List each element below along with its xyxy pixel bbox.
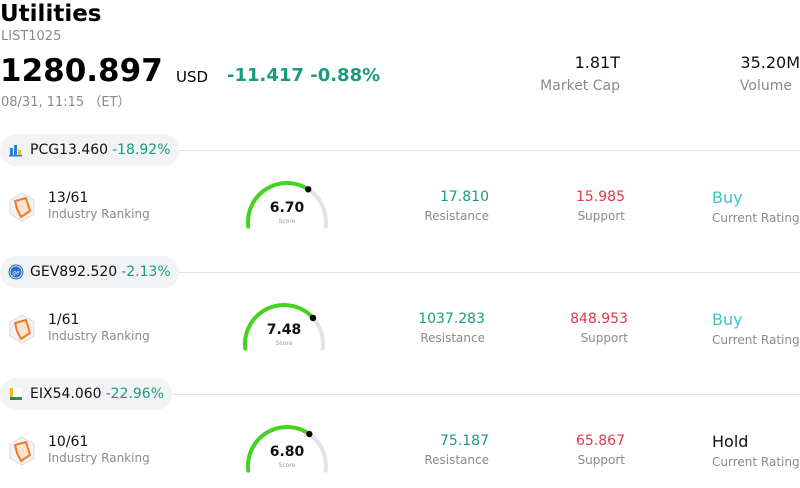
stock-logo: ge [8,264,24,280]
stock-change-percent: -18.92% [112,142,171,158]
score-gauge [246,425,328,473]
section-divider [0,394,800,395]
stock-change-percent: -22.96% [105,386,165,402]
resistance-value: 1037.283 [418,311,485,327]
volume-label: Volume [739,78,792,94]
ge-logo-icon: ge [8,264,24,280]
list-code: LIST1025 [1,29,62,44]
support-value: 848.953 [570,311,628,327]
stock-change-percent: -2.13% [121,264,171,280]
market-cap-value: 1.81T [574,53,620,72]
support-label: Support [577,453,625,467]
score-gauge-marker [309,314,317,322]
svg-text:ge: ge [12,270,20,277]
industry-rank-value: 1/61 [48,312,80,328]
ranking-icon-wrap [9,314,35,344]
score-gauge-fill [246,425,312,473]
score-gauge-wrap [244,424,330,474]
currency-label: USD [176,68,209,86]
resistance-value: 75.187 [440,433,489,449]
volume-value: 35.20M [740,53,800,72]
stock-header-pill[interactable]: EIX 54.060 -22.96% [0,378,173,410]
industry-rank-label: Industry Ranking [48,329,150,343]
stock-price: 54.060 [52,386,102,402]
score-gauge-fill [243,303,316,351]
stock-price: 13.460 [59,142,109,158]
resistance-label: Resistance [420,331,485,345]
price-change-value: -11.417 [227,65,304,86]
industry-rank-label: Industry Ranking [48,451,150,465]
current-rating-label: Current Rating [712,455,800,469]
score-gauge [246,181,328,229]
ranking-icon-wrap [9,192,35,222]
ranking-icon-wrap [9,436,35,466]
ranking-hexagon-icon [9,192,35,222]
support-label: Support [580,331,628,345]
page-title: Utilities [0,1,102,27]
stock-price: 892.520 [59,264,118,280]
industry-rank-value: 13/61 [48,190,89,206]
section-divider [0,272,800,273]
score-gauge-marker [305,186,312,193]
score-gauge-marker [306,430,313,438]
stock-header-pill[interactable]: ge GEV 892.520 -2.13% [0,256,179,288]
score-gauge [243,303,325,351]
current-rating-value: Hold [712,432,749,451]
industry-rank-value: 10/61 [48,434,89,450]
support-label: Support [577,209,625,223]
stock-header-pill[interactable]: PCG 13.460 -18.92% [0,134,179,166]
support-value: 65.867 [576,433,625,449]
resistance-label: Resistance [424,453,489,467]
resistance-label: Resistance [424,209,489,223]
score-value: 7.48 [266,322,302,338]
index-price: 1280.897 [0,53,163,89]
stock-logo [8,386,24,402]
price-change: -11.417 -0.88% [227,65,380,86]
stock-ticker: PCG [30,142,60,158]
price-change-percent: -0.88% [310,65,381,86]
score-label: Score [275,340,293,347]
score-gauge-fill [246,181,311,229]
score-gauge-wrap [241,302,327,352]
current-rating-value: Buy [712,188,743,207]
score-value: 6.70 [269,200,305,216]
timestamp: 08/31, 11:15 （ET） [1,95,131,110]
section-divider [0,150,800,151]
stock-ticker: EIX [30,386,53,402]
stock-ticker: GEV [30,264,60,280]
eix-logo-icon [10,388,22,400]
current-rating-label: Current Rating [712,333,800,347]
market-cap-label: Market Cap [540,78,620,94]
stock-logo [8,142,24,158]
industry-rank-label: Industry Ranking [48,207,150,221]
current-rating-value: Buy [712,310,743,329]
current-rating-label: Current Rating [712,211,800,225]
ranking-hexagon-icon [9,436,35,466]
pcg-logo-icon [9,145,22,157]
score-value: 6.80 [269,444,305,460]
score-gauge-wrap [244,180,330,230]
support-value: 15.985 [576,189,625,205]
ranking-hexagon-icon [9,314,35,344]
resistance-value: 17.810 [440,189,489,205]
score-label: Score [278,462,296,469]
score-label: Score [278,218,296,225]
